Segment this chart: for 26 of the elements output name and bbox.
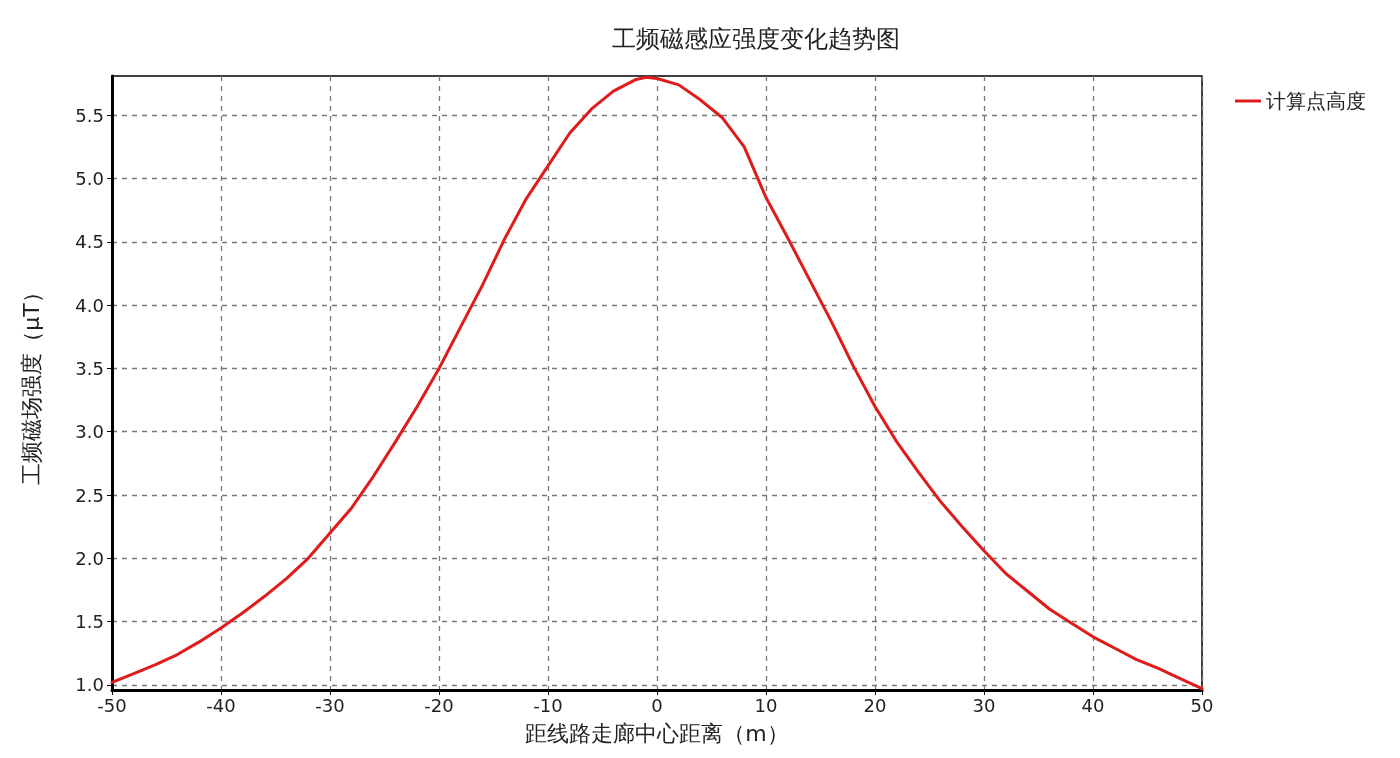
y-tick-label: 2.5 xyxy=(75,484,104,506)
y-tick-label: 5.0 xyxy=(75,168,104,190)
x-tick-label: 40 xyxy=(1081,694,1105,716)
y-tick-label: 1.5 xyxy=(75,611,104,633)
x-tick-label: -20 xyxy=(424,694,454,716)
x-tick-label: 0 xyxy=(651,694,663,716)
x-tick-label: -10 xyxy=(533,694,563,716)
y-axis-title: 工频磁场强度（μT） xyxy=(18,281,44,485)
line-series xyxy=(110,75,1204,691)
x-axis-title: 距线路走廊中心距离（m） xyxy=(525,720,789,746)
x-tick-label: -50 xyxy=(97,694,127,716)
x-tick-label: -40 xyxy=(206,694,236,716)
y-tick-label: 1.0 xyxy=(75,674,104,696)
y-tick-label: 5.5 xyxy=(75,104,104,126)
chart-title: 工频磁感应强度变化趋势图 xyxy=(612,25,900,53)
y-tick-label: 3.5 xyxy=(75,357,104,379)
legend-label: 计算点高度 xyxy=(1266,89,1366,113)
x-tick-label: -30 xyxy=(315,694,345,716)
x-tick-label: 20 xyxy=(863,694,887,716)
x-tick-label: 50 xyxy=(1190,694,1214,716)
y-tick-label: 4.0 xyxy=(75,294,104,316)
y-tick-label: 2.0 xyxy=(75,547,104,569)
y-tick-label: 4.5 xyxy=(75,231,104,253)
x-tick-label: 10 xyxy=(754,694,778,716)
x-tick-label: 30 xyxy=(972,694,996,716)
y-tick-label: 3.0 xyxy=(75,421,104,443)
